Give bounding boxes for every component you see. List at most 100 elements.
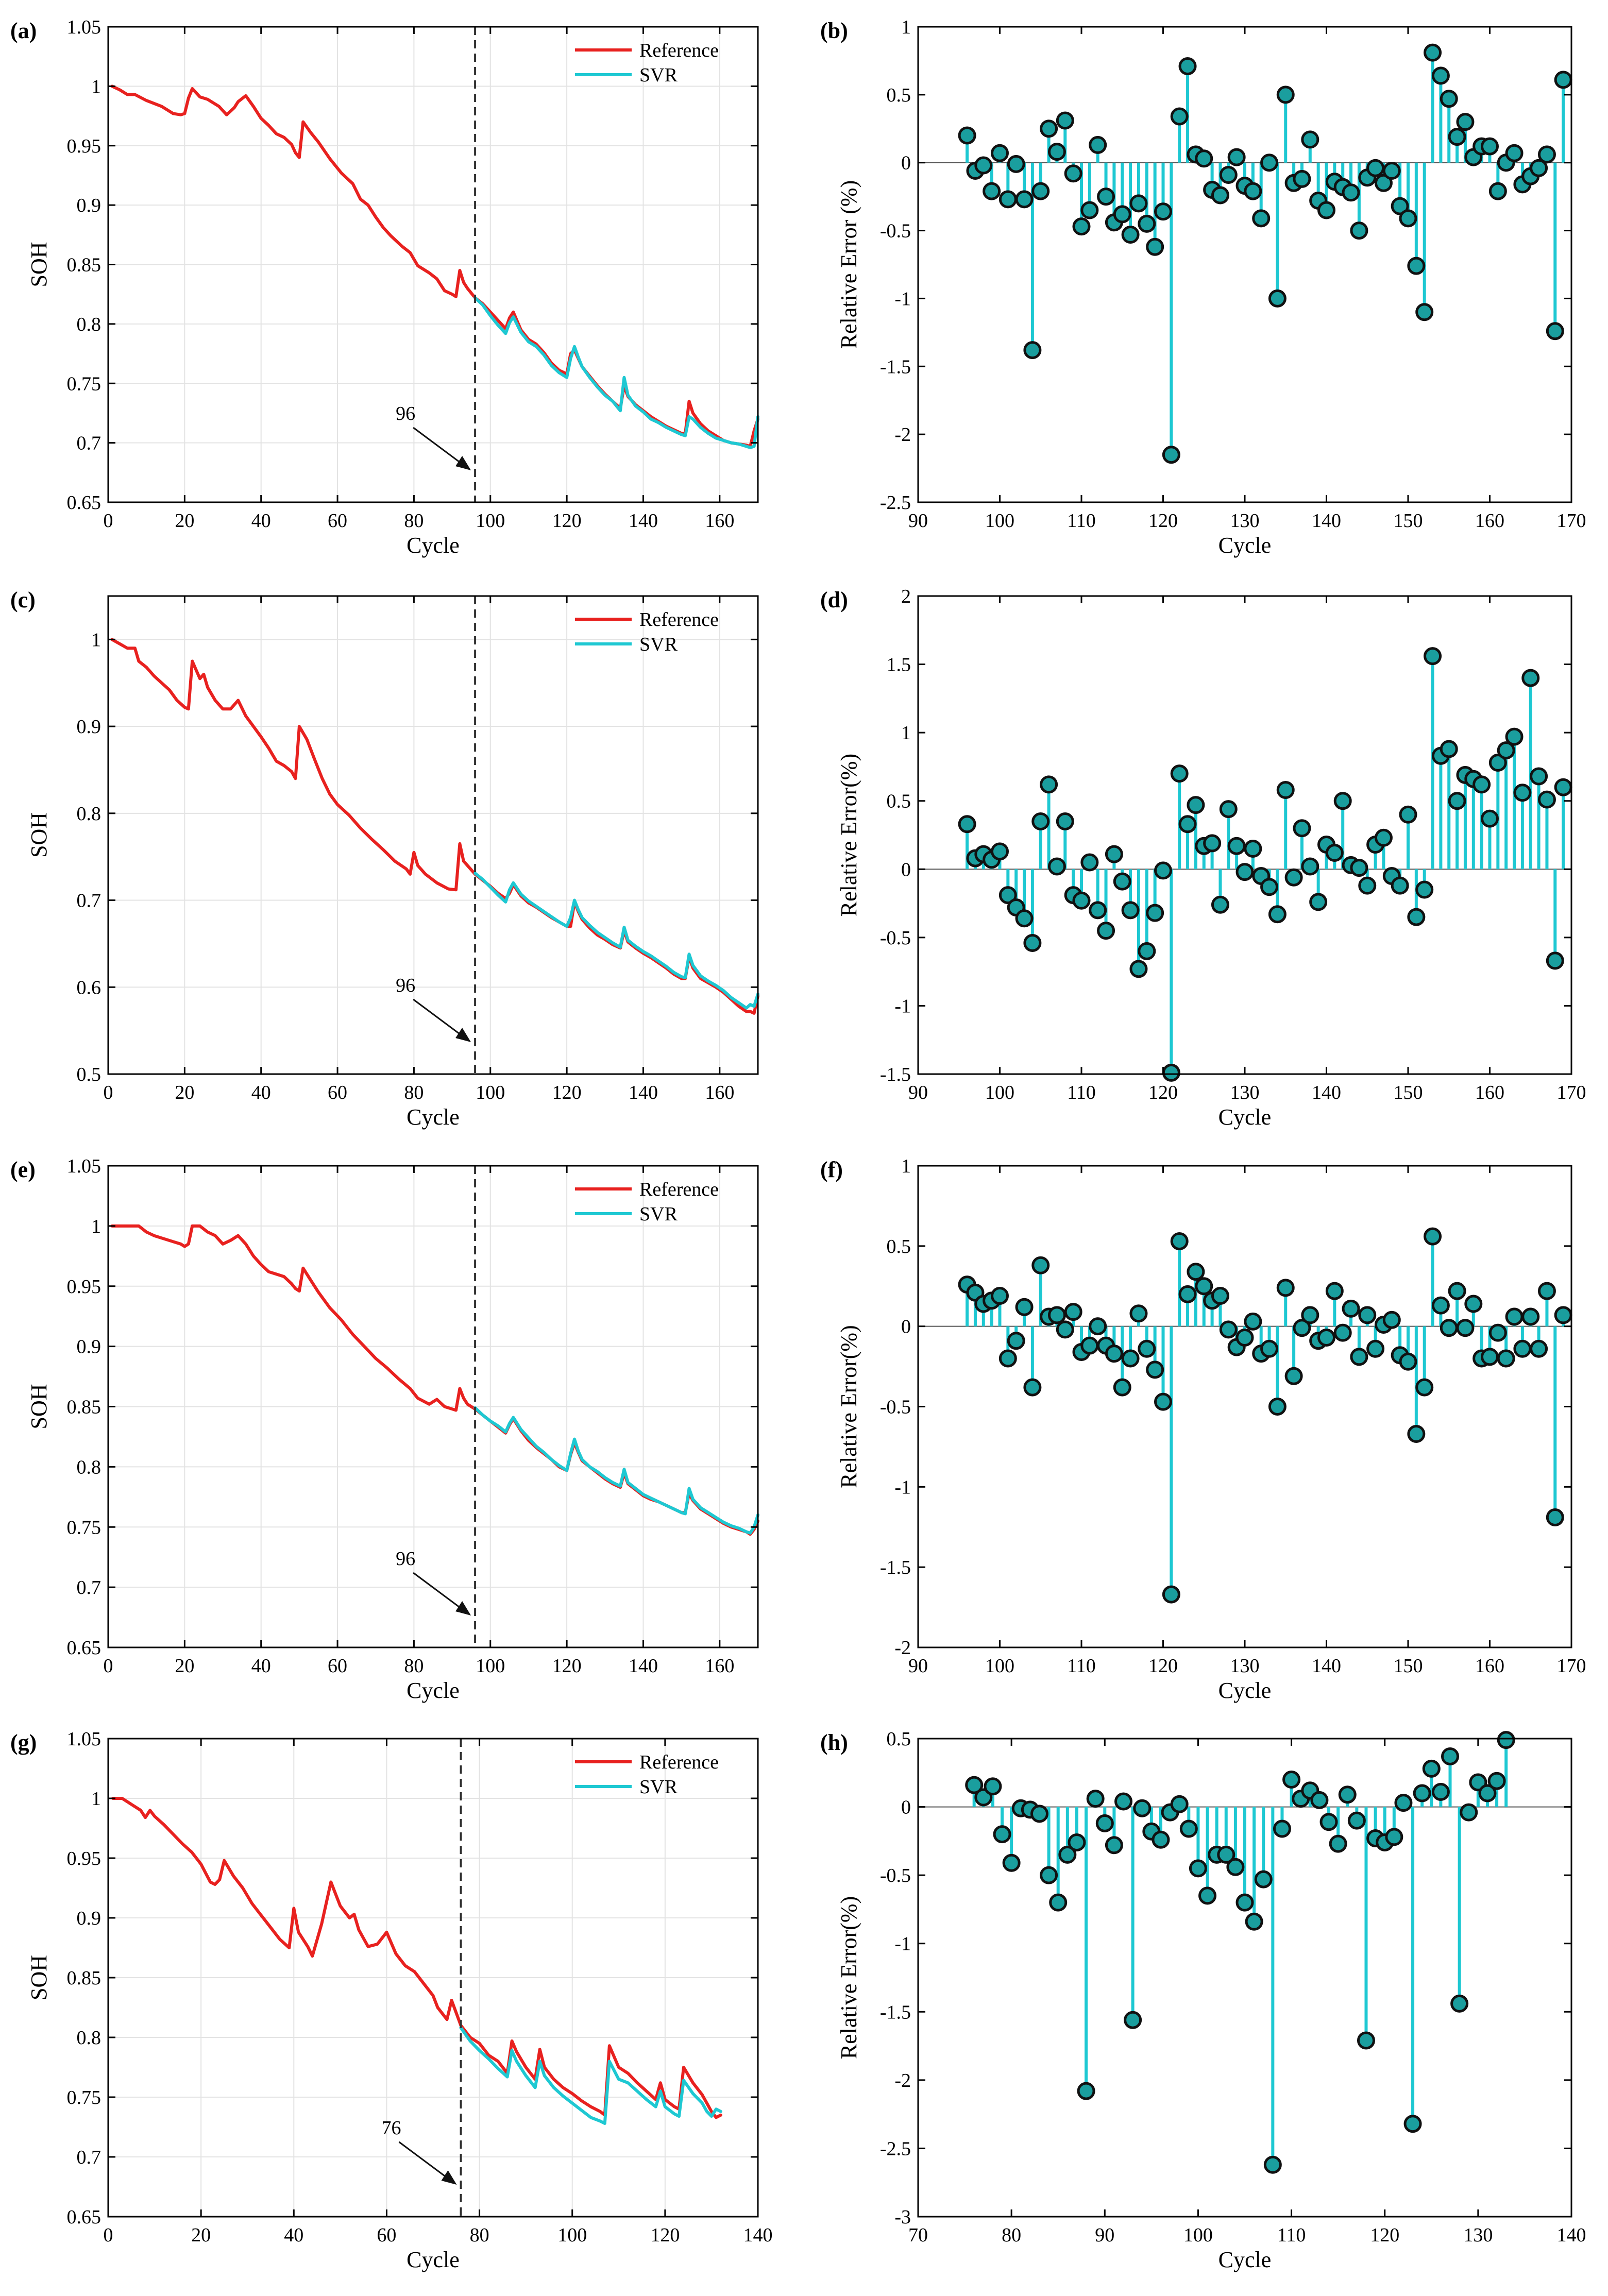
split-label: 96 bbox=[396, 403, 415, 424]
x-tick-label: 130 bbox=[1463, 2224, 1493, 2246]
x-tick-label: 20 bbox=[175, 1655, 194, 1677]
x-tick-label: 140 bbox=[1312, 1655, 1341, 1677]
stem-marker bbox=[1121, 225, 1140, 244]
split-arrow-head bbox=[455, 1028, 471, 1042]
x-axis-label: Cycle bbox=[1218, 1678, 1272, 1703]
stem-marker bbox=[1333, 792, 1352, 810]
stem-marker bbox=[1456, 113, 1475, 131]
stem-marker bbox=[1198, 1886, 1217, 1905]
y-tick-label: 1 bbox=[91, 76, 101, 97]
stem-marker bbox=[1040, 1866, 1058, 1884]
y-tick-label: 0.85 bbox=[67, 1967, 101, 1989]
x-tick-label: 60 bbox=[328, 510, 347, 532]
x-tick-label: 100 bbox=[476, 1082, 505, 1103]
stem-marker bbox=[1325, 843, 1344, 862]
stem-marker bbox=[1244, 182, 1262, 200]
panel-label: (g) bbox=[10, 1730, 37, 1755]
stem-marker bbox=[1431, 66, 1450, 85]
stem-marker bbox=[1394, 1794, 1413, 1812]
y-tick-label: 0.5 bbox=[887, 1236, 911, 1257]
x-tick-label: 80 bbox=[404, 510, 424, 532]
stem-marker bbox=[1154, 202, 1172, 221]
y-axis-label: Relative Error(%) bbox=[836, 754, 861, 916]
y-tick-label: 1 bbox=[91, 1788, 101, 1810]
stem-marker bbox=[1097, 188, 1115, 206]
stem-marker bbox=[1187, 1263, 1205, 1281]
stem-marker bbox=[1072, 217, 1091, 236]
y-tick-label: 0.9 bbox=[77, 716, 101, 738]
panel-label: (h) bbox=[820, 1730, 848, 1755]
stem-marker bbox=[991, 842, 1009, 861]
stem-marker bbox=[998, 886, 1017, 905]
stem-marker bbox=[1424, 43, 1442, 62]
x-tick-label: 140 bbox=[629, 510, 658, 532]
y-tick-label: 1.05 bbox=[67, 1728, 101, 1750]
stem-marker bbox=[1422, 1759, 1441, 1778]
x-tick-label: 140 bbox=[743, 2224, 773, 2246]
legend-label-reference: Reference bbox=[639, 1179, 719, 1200]
stem-marker bbox=[1023, 933, 1042, 952]
y-tick-label: -0.5 bbox=[880, 220, 911, 242]
stem-marker bbox=[1089, 901, 1107, 920]
stem-marker bbox=[1105, 1836, 1123, 1855]
x-tick-label: 160 bbox=[1475, 1082, 1504, 1103]
stem-marker bbox=[1162, 1585, 1180, 1604]
x-tick-label: 170 bbox=[1557, 510, 1586, 532]
y-tick-label: -1 bbox=[894, 1476, 911, 1498]
stem-marker bbox=[1138, 214, 1156, 233]
stem-marker bbox=[1310, 1791, 1329, 1809]
stem-marker bbox=[1347, 1811, 1366, 1830]
x-tick-label: 0 bbox=[104, 2224, 113, 2246]
y-axis-label: SOH bbox=[26, 1955, 52, 2000]
y-tick-label: 0.8 bbox=[77, 803, 101, 825]
y-tick-label: 0.75 bbox=[67, 1517, 101, 1538]
x-tick-label: 150 bbox=[1394, 510, 1423, 532]
panel-label: (e) bbox=[10, 1157, 36, 1182]
stem-marker bbox=[1413, 1784, 1431, 1802]
x-tick-label: 160 bbox=[705, 510, 734, 532]
x-tick-label: 160 bbox=[705, 1082, 734, 1103]
stem-marker bbox=[1325, 1282, 1344, 1300]
stem-marker bbox=[1203, 834, 1222, 853]
stem-marker bbox=[1105, 845, 1123, 863]
x-tick-label: 120 bbox=[1370, 2224, 1399, 2246]
y-tick-label: 0.65 bbox=[67, 492, 101, 514]
stem-marker bbox=[998, 190, 1017, 209]
x-tick-label: 90 bbox=[1095, 2224, 1114, 2246]
stem-marker bbox=[1374, 174, 1393, 192]
x-tick-label: 40 bbox=[251, 1655, 271, 1677]
stem-marker bbox=[1260, 878, 1279, 896]
x-tick-label: 40 bbox=[284, 2224, 303, 2246]
panel-b-relative-error-chart: 90 100 110 120 130 140 150 160 170 -2.5 -2 -1.5 -1 -0… bbox=[820, 16, 1586, 558]
stem-marker bbox=[1481, 809, 1499, 828]
stem-marker bbox=[1513, 1339, 1532, 1358]
x-tick-label: 0 bbox=[104, 510, 113, 532]
stem-marker bbox=[983, 182, 1001, 200]
y-tick-label: 0.95 bbox=[67, 1848, 101, 1869]
x-tick-label: 120 bbox=[552, 1082, 582, 1103]
x-tick-label: 20 bbox=[191, 2224, 211, 2246]
stem-marker bbox=[1072, 891, 1091, 910]
stem-marker bbox=[1138, 1339, 1156, 1358]
split-arrow-head bbox=[455, 1601, 471, 1615]
x-tick-label: 150 bbox=[1394, 1655, 1423, 1677]
y-tick-label: -2 bbox=[894, 424, 911, 446]
stem-marker bbox=[1424, 1227, 1442, 1246]
y-tick-label: 0.6 bbox=[77, 977, 101, 998]
stem-marker bbox=[1441, 1747, 1460, 1765]
panel-d-relative-error-chart: 90 100 110 120 130 140 150 160 170 -1.5 -1 -0.5 0 0.5… bbox=[820, 586, 1586, 1130]
stem-marker bbox=[1317, 201, 1335, 219]
stem-marker bbox=[1113, 205, 1131, 224]
stem-marker bbox=[1002, 1853, 1021, 1872]
stem-marker bbox=[1047, 857, 1066, 876]
stem-marker bbox=[974, 156, 993, 175]
stem-marker bbox=[1284, 868, 1303, 887]
stem-marker bbox=[1217, 1845, 1235, 1864]
stem-marker bbox=[1211, 895, 1229, 914]
stem-marker bbox=[1162, 446, 1180, 464]
y-tick-label: 1 bbox=[901, 722, 911, 744]
stem-marker bbox=[1047, 1306, 1066, 1324]
panel-e-soh-chart: 96 Reference SVR 0 20 40 60 80 100 120 140 160 0.65 0… bbox=[10, 1155, 759, 1703]
legend-label-svr: SVR bbox=[639, 1776, 678, 1798]
stem-marker bbox=[1350, 1348, 1368, 1366]
